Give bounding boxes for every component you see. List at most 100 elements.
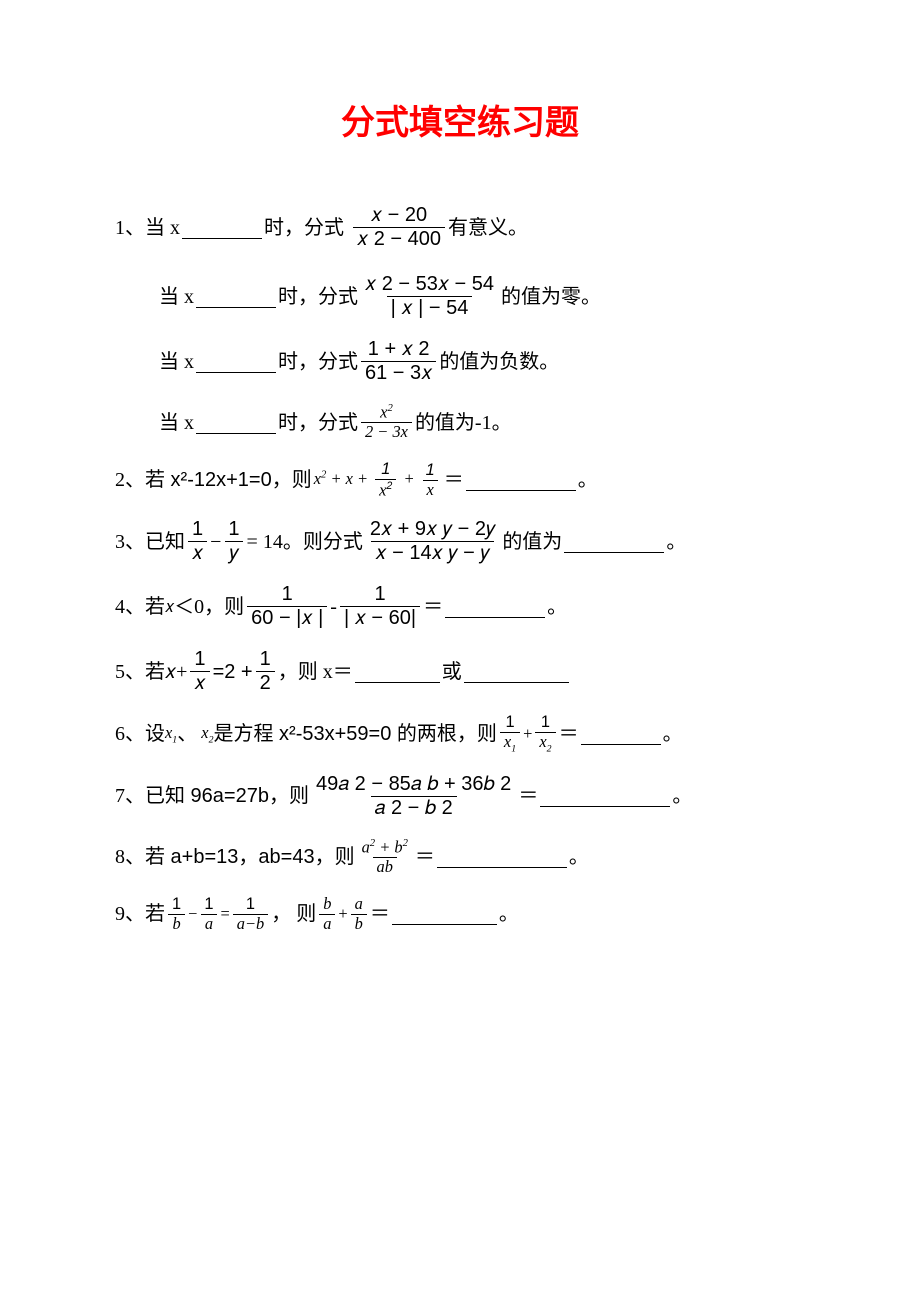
page-title: 分式填空练习题 [115, 95, 805, 144]
q1d-mid: 时，分式 [278, 408, 358, 438]
q6-f2: 1 x2 [535, 713, 555, 754]
q4-period: 。 [547, 592, 567, 622]
q5-var: 𝑥 [165, 657, 176, 687]
q9-eq: ＝ [370, 899, 390, 929]
blank [437, 846, 567, 868]
q4-eq: ＝ [423, 592, 443, 622]
frac-num: 1 [256, 648, 275, 671]
q2-label: 2、 [115, 465, 145, 495]
frac-num: 1 [168, 895, 185, 914]
frac-num: 1 [188, 518, 207, 541]
q4-minus: - [330, 592, 337, 622]
frac-den: | 𝑥 | − 54 [387, 296, 473, 320]
frac-den: a [201, 914, 217, 934]
q9-f3: 1 a−b [233, 895, 268, 934]
blank [564, 531, 664, 553]
q9-f1: 1 b [168, 895, 185, 934]
frac-num: 1 [278, 583, 297, 606]
q9-eq1: = [221, 902, 230, 927]
q2-line: 2、 若 x²-12x+1=0，则 x2 + x + 1x2 + 1x ＝ 。 [115, 460, 805, 500]
q6-eq: ＝ [559, 719, 579, 749]
q2-expr: x2 + x + 1x2 + 1x [314, 460, 442, 500]
q1-line-b: 当 x 时，分式 𝑥 2 − 53𝑥 − 54 | 𝑥 | − 54 的值为零。 [159, 273, 805, 320]
blank [464, 661, 569, 683]
q5-f2: 1 2 [256, 648, 275, 695]
frac-num: 1 [224, 518, 243, 541]
q9-then: ， 则 [271, 899, 316, 929]
q7-eq: ＝ [518, 781, 538, 811]
frac-den: 𝑎 2 − 𝑏 2 [371, 796, 457, 820]
q9-f5: a b [351, 895, 367, 934]
q1a-post: 有意义。 [448, 213, 528, 243]
q5-or: 或 [442, 657, 462, 687]
q1d-pre: 当 x [159, 408, 194, 438]
frac-num: 49𝑎 2 − 85𝑎 𝑏 + 36𝑏 2 [312, 773, 515, 796]
frac-den: x2 [535, 732, 555, 755]
q1b-post: 的值为零。 [501, 282, 601, 312]
q7-period: 。 [672, 781, 692, 811]
q3-main: 2𝑥 + 9𝑥 𝑦 − 2𝑦 𝑥 − 14𝑥 𝑦 − 𝑦 [366, 518, 499, 565]
q3-line: 3、 已知 1 𝑥 − 1 𝑦 = 14。则分式 2𝑥 + 9𝑥 𝑦 − 2𝑦 … [115, 518, 805, 565]
frac-den: b [168, 914, 184, 934]
q3-minus: − [210, 527, 221, 557]
frac-num: 1 [190, 648, 209, 671]
q5-plus: + [176, 657, 187, 687]
q8-period: 。 [569, 842, 589, 872]
frac-num: a [351, 895, 367, 914]
frac-num: 1 [200, 895, 217, 914]
q1-label: 1、 [115, 213, 145, 243]
q9-line: 9、 若 1 b − 1 a = 1 a−b ， 则 b a + a b ＝ 。 [115, 895, 805, 934]
frac-den: 𝑦 [225, 541, 242, 565]
frac-num: 1 [242, 895, 259, 914]
q6-plus: + [523, 722, 532, 747]
q6-label: 6、 [115, 719, 145, 749]
q9-pre: 若 [145, 899, 165, 929]
q4-line: 4、 若 𝑥 ＜0，则 1 60 − |𝑥 | - 1 | 𝑥 − 60| ＝ … [115, 583, 805, 630]
q6-period: 。 [663, 719, 683, 749]
frac-den: 2 [256, 671, 275, 695]
q6-line: 6、 设 x1 、 x2 是方程 x²-53x+59=0 的两根，则 1 x1 … [115, 713, 805, 754]
q7-frac: 49𝑎 2 − 85𝑎 𝑏 + 36𝑏 2 𝑎 2 − 𝑏 2 [312, 773, 515, 820]
q6-dot: 、 [177, 719, 197, 749]
frac-den: 61 − 3𝑥 [361, 361, 436, 385]
frac-den: a [319, 914, 335, 934]
q8-eq: ＝ [415, 842, 435, 872]
q9-p: + [338, 902, 347, 927]
q1d-post: 的值为-1。 [415, 408, 512, 438]
q1a-mid: 时，分式 [264, 213, 344, 243]
q1a-pre: 当 x [145, 213, 180, 243]
blank [196, 286, 276, 308]
q1d-frac: x2 2 − 3x [361, 403, 412, 442]
q1-line-a: 1、 当 x 时，分式 𝑥 − 20 𝑥 2 − 400 有意义。 [115, 204, 805, 251]
blank [182, 217, 262, 239]
q6-pre: 设 [145, 719, 165, 749]
frac-den: 60 − |𝑥 | [247, 606, 327, 630]
frac-num: 1 + 𝑥 2 [364, 338, 434, 361]
frac-num: a2 + b2 [358, 838, 412, 857]
frac-den: 𝑥 − 14𝑥 𝑦 − 𝑦 [371, 541, 493, 565]
q5-eq1: =2 + [213, 657, 253, 687]
q7-line: 7、 已知 96a=27b，则 49𝑎 2 − 85𝑎 𝑏 + 36𝑏 2 𝑎 … [115, 773, 805, 820]
q1b-frac: 𝑥 2 − 53𝑥 − 54 | 𝑥 | − 54 [361, 273, 498, 320]
q5-then: ，则 x＝ [278, 657, 353, 687]
blank [392, 903, 497, 925]
frac-num: 1 [370, 583, 389, 606]
blank [581, 723, 661, 745]
q4-cond: ＜0，则 [174, 592, 244, 622]
frac-den: 2 − 3x [361, 422, 412, 442]
frac-den: 𝑥 2 − 400 [353, 227, 445, 251]
q4-pre: 若 [145, 592, 165, 622]
frac-den: ab [373, 857, 397, 877]
q4-f2: 1 | 𝑥 − 60| [340, 583, 420, 630]
frac-num: 𝑥 − 20 [367, 204, 431, 227]
blank [466, 469, 576, 491]
q6-x1: x1 [165, 721, 177, 748]
blank [196, 351, 276, 373]
q8-line: 8、 若 a+b=13，ab=43，则 a2 + b2 ab ＝ 。 [115, 838, 805, 877]
frac-num: 2𝑥 + 9𝑥 𝑦 − 2𝑦 [366, 518, 499, 541]
q5-line: 5、 若 𝑥 + 1 𝑥 =2 + 1 2 ，则 x＝ 或 [115, 648, 805, 695]
q1c-mid: 时，分式 [278, 347, 358, 377]
q2-eq: ＝ [444, 465, 464, 495]
q7-label: 7、 [115, 781, 145, 811]
q7-pre: 已知 96a=27b，则 [145, 781, 309, 811]
